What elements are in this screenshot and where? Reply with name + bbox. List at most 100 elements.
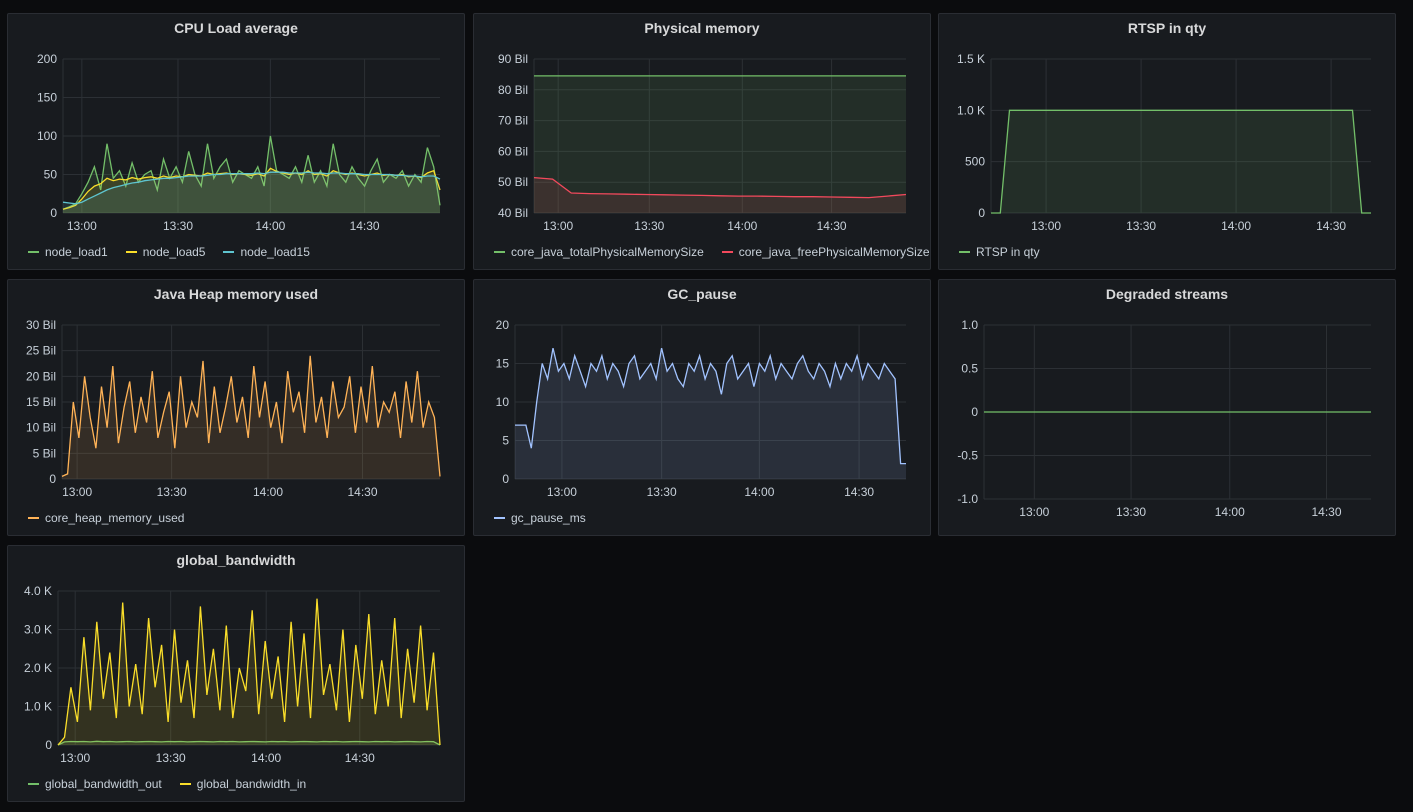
series-area-fill bbox=[58, 598, 440, 745]
legend-item[interactable]: gc_pause_ms bbox=[494, 511, 586, 525]
x-tick-label: 13:30 bbox=[157, 485, 187, 499]
legend-item[interactable]: global_bandwidth_out bbox=[28, 777, 162, 791]
y-tick-label: 50 Bil bbox=[498, 175, 528, 189]
panel-title[interactable]: CPU Load average bbox=[174, 20, 298, 36]
legend: RTSP in qty bbox=[959, 245, 1040, 259]
y-tick-label: 20 bbox=[496, 318, 510, 332]
series-line bbox=[62, 135, 441, 210]
series-area-fill bbox=[63, 136, 440, 213]
y-tick-label: 3.0 K bbox=[24, 623, 52, 637]
legend-item[interactable]: node_load5 bbox=[125, 245, 205, 259]
y-tick-label: 500 bbox=[965, 155, 985, 169]
x-tick-label: 13:30 bbox=[647, 485, 677, 499]
legend-swatch bbox=[28, 251, 39, 253]
x-tick-label: 13:30 bbox=[1116, 505, 1146, 519]
legend-swatch bbox=[179, 783, 191, 785]
y-tick-label: 40 Bil bbox=[498, 206, 528, 220]
panel-title[interactable]: Degraded streams bbox=[1105, 286, 1229, 302]
y-tick-label: -1.0 bbox=[957, 492, 978, 506]
legend-swatch bbox=[959, 251, 970, 253]
y-tick-label: 70 Bil bbox=[498, 114, 528, 128]
x-tick-label: 14:30 bbox=[1311, 505, 1341, 519]
y-tick-label: 30 Bil bbox=[26, 318, 56, 332]
x-tick-label: 14:30 bbox=[844, 485, 874, 499]
series-area-fill bbox=[534, 75, 906, 214]
y-tick-label: 0 bbox=[971, 405, 978, 419]
legend-item[interactable]: RTSP in qty bbox=[959, 245, 1040, 259]
y-tick-label: 80 Bil bbox=[498, 83, 528, 97]
x-tick-label: 14:00 bbox=[1221, 219, 1251, 233]
panel-degraded-streams[interactable]: Degraded streams -1.0 -0.5 0 0.5 1.0 13:00 13:… bbox=[938, 279, 1396, 536]
y-tick-label: 5 bbox=[502, 434, 509, 448]
x-tick-label: 13:00 bbox=[1031, 219, 1061, 233]
legend-item[interactable]: node_load15 bbox=[223, 245, 310, 259]
legend-label: node_load1 bbox=[45, 245, 108, 259]
series-line bbox=[515, 347, 906, 465]
panel-java-heap[interactable]: Java Heap memory used 0 5 Bil 10 Bil 15 Bil… bbox=[7, 279, 465, 536]
y-tick-label: 200 bbox=[37, 52, 57, 66]
legend-label: node_load15 bbox=[240, 245, 310, 259]
y-tick-label: 2.0 K bbox=[24, 661, 52, 675]
panel-title[interactable]: Java Heap memory used bbox=[153, 286, 319, 302]
bandwidth-chart: 0 1.0 K 2.0 K 3.0 K 4.0 K 13:00 13:30 14:00 14:3… bbox=[24, 584, 441, 765]
legend: global_bandwidth_out global_bandwidth_in bbox=[28, 777, 306, 791]
legend: core_java_totalPhysicalMemorySize core_ja… bbox=[494, 245, 930, 259]
legend-swatch bbox=[721, 251, 733, 253]
x-tick-label: 13:30 bbox=[156, 751, 186, 765]
y-tick-label: 100 bbox=[37, 129, 57, 143]
y-tick-label: 50 bbox=[44, 168, 58, 182]
y-tick-label: 1.0 K bbox=[957, 103, 985, 117]
legend-label: gc_pause_ms bbox=[511, 511, 586, 525]
y-tick-label: 4.0 K bbox=[24, 584, 52, 598]
panel-gc-pause[interactable]: GC_pause 0 5 10 15 20 13:00 13:30 14:00 14:30 gc… bbox=[473, 279, 931, 536]
legend-item[interactable]: core_java_freePhysicalMemorySize bbox=[721, 245, 930, 259]
series-area-fill bbox=[62, 355, 440, 479]
cpu-chart: 0 50 100 150 200 13:00 13:30 14:00 14:30 bbox=[37, 52, 441, 233]
panel-rtsp[interactable]: RTSP in qty 0 500 1.0 K 1.5 K 13:00 13:30 14:0… bbox=[938, 13, 1396, 270]
legend-swatch bbox=[125, 251, 137, 253]
series-area-fill bbox=[515, 348, 906, 479]
y-tick-label: 0 bbox=[45, 738, 52, 752]
panel-global-bandwidth[interactable]: global_bandwidth 0 1.0 K 2.0 K 3.0 K 4.0 K 13… bbox=[7, 545, 465, 802]
memory-chart: 40 Bil 50 Bil 60 Bil 70 Bil 80 Bil 90 Bil 13:0… bbox=[498, 52, 907, 233]
x-tick-label: 13:30 bbox=[1126, 219, 1156, 233]
degraded-chart: -1.0 -0.5 0 0.5 1.0 13:00 13:30 14:00 14:30 bbox=[957, 318, 1371, 519]
x-tick-label: 14:00 bbox=[1215, 505, 1245, 519]
x-tick-label: 14:30 bbox=[1316, 219, 1346, 233]
panel-title[interactable]: global_bandwidth bbox=[176, 552, 296, 568]
legend-item[interactable]: core_heap_memory_used bbox=[28, 511, 184, 525]
legend-item[interactable]: global_bandwidth_in bbox=[179, 777, 306, 791]
y-tick-label: 10 Bil bbox=[26, 421, 56, 435]
panel-title[interactable]: RTSP in qty bbox=[1127, 20, 1207, 36]
y-tick-label: 0.5 bbox=[961, 362, 978, 376]
x-tick-label: 13:00 bbox=[60, 751, 90, 765]
series-line bbox=[62, 171, 441, 205]
panel-title[interactable]: Physical memory bbox=[644, 20, 760, 36]
y-tick-label: 1.0 K bbox=[24, 700, 52, 714]
y-tick-label: 25 Bil bbox=[26, 344, 56, 358]
legend: core_heap_memory_used bbox=[28, 511, 184, 525]
legend-item[interactable]: node_load1 bbox=[28, 245, 108, 259]
legend: gc_pause_ms bbox=[494, 511, 586, 525]
legend-label: core_java_totalPhysicalMemorySize bbox=[511, 245, 704, 259]
x-tick-label: 13:30 bbox=[163, 219, 193, 233]
x-tick-label: 14:00 bbox=[253, 485, 283, 499]
series-line bbox=[57, 740, 441, 746]
legend-swatch bbox=[28, 783, 39, 785]
series-line bbox=[991, 109, 1371, 214]
panel-title[interactable]: GC_pause bbox=[667, 286, 737, 302]
panel-physical-memory[interactable]: Physical memory 40 Bil 50 Bil 60 Bil 70 Bil… bbox=[473, 13, 931, 270]
legend-swatch bbox=[223, 251, 235, 253]
x-tick-label: 14:00 bbox=[255, 219, 285, 233]
x-tick-label: 13:00 bbox=[62, 485, 92, 499]
legend-item[interactable]: core_java_totalPhysicalMemorySize bbox=[494, 245, 704, 259]
panel-cpu[interactable]: CPU Load average 0 50 100 150 200 13:00 13:30 1… bbox=[7, 13, 465, 270]
y-tick-label: 15 Bil bbox=[26, 395, 56, 409]
y-tick-label: 1.5 K bbox=[957, 52, 985, 66]
y-tick-label: 90 Bil bbox=[498, 52, 528, 66]
legend-swatch bbox=[494, 517, 505, 519]
y-tick-label: 20 Bil bbox=[26, 369, 56, 383]
rtsp-chart: 0 500 1.0 K 1.5 K 13:00 13:30 14:00 14:30 bbox=[957, 52, 1371, 233]
x-tick-label: 14:30 bbox=[817, 219, 847, 233]
series-area-fill bbox=[534, 177, 906, 213]
